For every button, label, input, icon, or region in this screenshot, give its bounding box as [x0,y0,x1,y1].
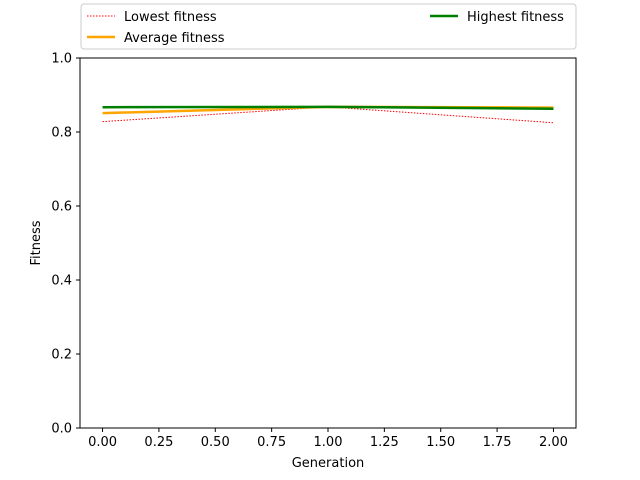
x-tick-label: 2.00 [539,435,568,450]
legend: Lowest fitness Average fitness Highest fit… [80,3,577,50]
x-tick-label: 1.00 [314,435,343,450]
x-tick-label: 0.25 [144,435,173,450]
x-axis-label: Generation [292,456,365,471]
x-tick-label: 1.75 [483,435,512,450]
y-axis-label: Fitness [29,220,44,265]
x-tick-label: 1.50 [426,435,455,450]
y-tick-label: 0.6 [51,200,72,215]
legend-label: Lowest fitness [124,10,217,25]
series-layer [102,105,554,124]
y-tick-label: 0.4 [51,274,72,289]
y-axis: 0.0 0.2 0.4 0.6 0.8 1.0 [51,52,80,437]
y-tick-label: 0.0 [51,422,72,437]
x-tick-label: 0.50 [201,435,230,450]
legend-label: Highest fitness [467,10,564,25]
x-tick-label: 0.00 [88,435,117,450]
y-tick-label: 1.0 [51,52,72,67]
y-tick-label: 0.2 [51,348,72,363]
legend-label: Average fitness [124,31,225,46]
x-tick-label: 0.75 [257,435,286,450]
x-axis: 0.00 0.25 0.50 0.75 1.00 1.25 1.50 1.75 2.00 [88,428,568,450]
x-tick-label: 1.25 [370,435,399,450]
y-tick-label: 0.8 [51,126,72,141]
plot-frame [79,57,577,429]
series-line-highest-fitness [102,105,554,110]
